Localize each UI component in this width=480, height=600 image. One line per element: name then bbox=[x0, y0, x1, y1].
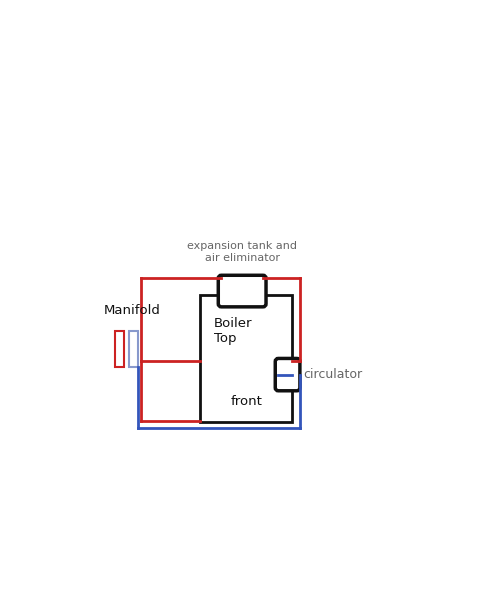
Bar bbox=[200, 295, 292, 422]
FancyBboxPatch shape bbox=[218, 275, 266, 307]
Text: expansion tank and
air eliminator: expansion tank and air eliminator bbox=[187, 241, 297, 263]
FancyBboxPatch shape bbox=[275, 358, 300, 391]
Text: circulator: circulator bbox=[303, 368, 362, 381]
Bar bbox=[115, 331, 124, 367]
Bar bbox=[129, 331, 138, 367]
Text: Manifold: Manifold bbox=[104, 304, 160, 317]
Text: Boiler
Top: Boiler Top bbox=[214, 317, 252, 345]
Text: front: front bbox=[230, 395, 263, 409]
